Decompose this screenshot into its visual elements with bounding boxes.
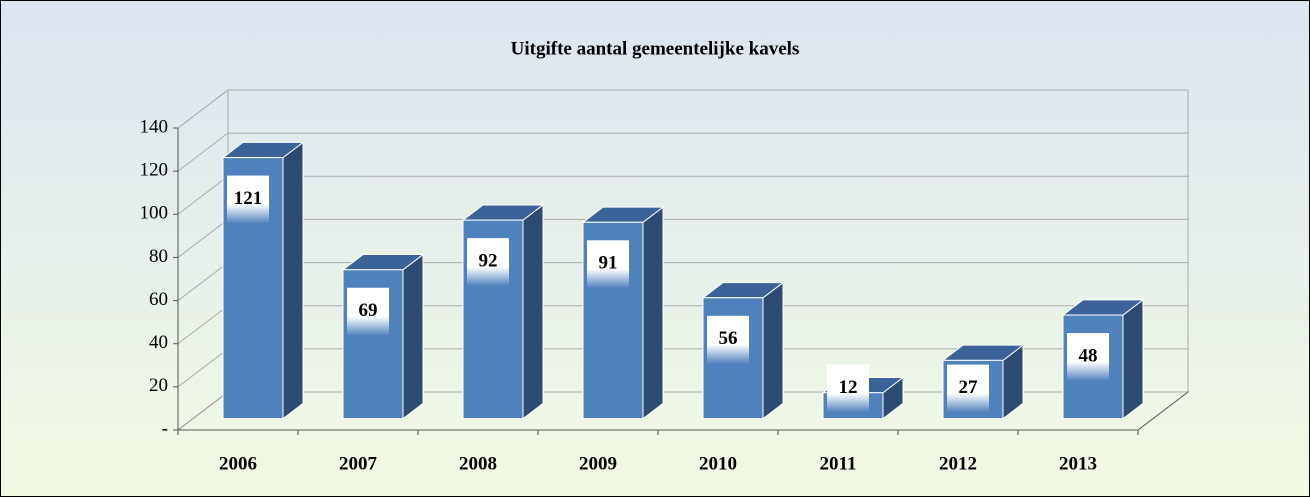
x-tick-label: 2011 <box>820 453 857 474</box>
y-tick-label: 60 <box>149 289 168 310</box>
grid-line <box>177 132 1188 172</box>
bar-side <box>282 141 304 420</box>
value-label: 27 <box>959 377 979 398</box>
value-label-box <box>707 315 749 364</box>
chart-title: Uitgifte aantal gemeentelijke kavels <box>511 38 800 59</box>
x-tick-label: 2009 <box>579 453 617 474</box>
value-label-box <box>467 238 509 287</box>
x-tick-label: 2006 <box>219 453 257 474</box>
x-tick-label: 2013 <box>1059 453 1097 474</box>
y-tick-label: - <box>162 418 168 439</box>
x-tick-label: 2012 <box>939 453 977 474</box>
x-tick-label: 2007 <box>339 453 378 474</box>
bar-side <box>1122 298 1144 420</box>
y-tick-label: 80 <box>149 246 168 267</box>
value-label: 12 <box>839 377 858 398</box>
bar-side <box>402 253 424 420</box>
y-tick-label: 20 <box>149 375 168 396</box>
value-label-box <box>347 287 389 336</box>
value-label: 92 <box>479 251 498 272</box>
value-label: 121 <box>234 188 263 209</box>
bar-side <box>522 203 544 420</box>
grid-line <box>177 89 1188 129</box>
value-label-box <box>947 364 989 413</box>
value-label: 48 <box>1079 345 1098 366</box>
y-tick-label: 120 <box>140 160 169 181</box>
value-label-box <box>1067 333 1109 382</box>
value-label-box <box>227 175 269 224</box>
y-tick-label: 40 <box>149 332 168 353</box>
bar-side <box>642 206 664 420</box>
value-label: 56 <box>719 328 738 349</box>
value-label-box <box>827 364 869 413</box>
x-tick-label: 2008 <box>459 453 497 474</box>
value-label-box <box>587 240 629 289</box>
value-label: 91 <box>599 253 618 274</box>
bar-side <box>762 281 784 420</box>
x-tick-label: 2010 <box>699 453 737 474</box>
y-tick-label: 100 <box>140 203 169 224</box>
value-label: 69 <box>359 300 378 321</box>
y-tick-label: 140 <box>140 116 169 137</box>
